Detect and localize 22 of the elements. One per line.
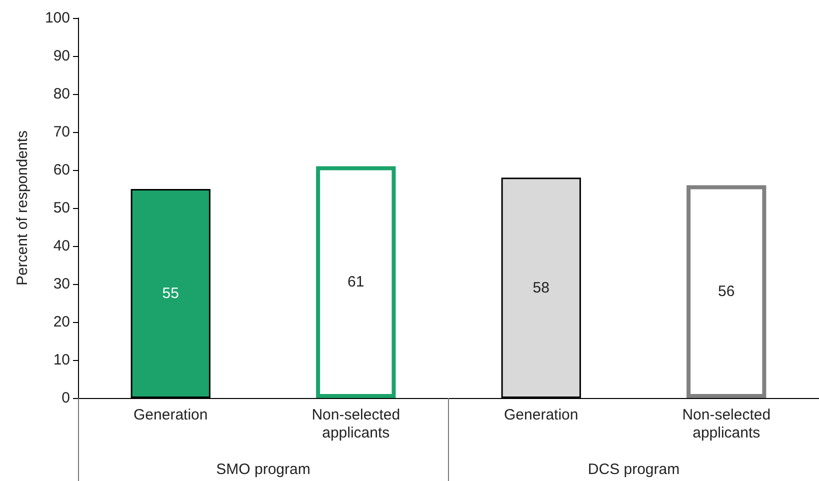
x-tick-label: Non-selected applicants — [682, 406, 771, 442]
x-tick-label: Non-selected applicants — [312, 406, 400, 442]
y-tick-label: 70 — [53, 124, 70, 140]
y-axis-title: Percent of respondents — [14, 130, 31, 286]
data-label: 58 — [532, 279, 550, 296]
data-label: 61 — [348, 274, 364, 291]
y-tick-label: 90 — [53, 48, 70, 64]
data-label: 56 — [718, 283, 735, 300]
y-tick-label: 10 — [53, 352, 70, 368]
y-tick-label: 30 — [53, 276, 70, 292]
y-tick-label: 100 — [44, 10, 70, 26]
y-tick-label: 20 — [53, 314, 70, 330]
y-tick-label: 60 — [53, 162, 70, 178]
y-tick-label: 0 — [62, 390, 70, 406]
text: SMO program — [216, 461, 310, 478]
y-tick-label: 40 — [53, 238, 70, 254]
text: DCS program — [588, 461, 680, 478]
x-tick-label: Generation — [504, 406, 578, 424]
y-tick-label: 50 — [53, 200, 70, 216]
y-tick-label: 80 — [53, 86, 70, 102]
x-tick-label: Generation — [134, 406, 208, 424]
data-label: 55 — [162, 285, 179, 302]
